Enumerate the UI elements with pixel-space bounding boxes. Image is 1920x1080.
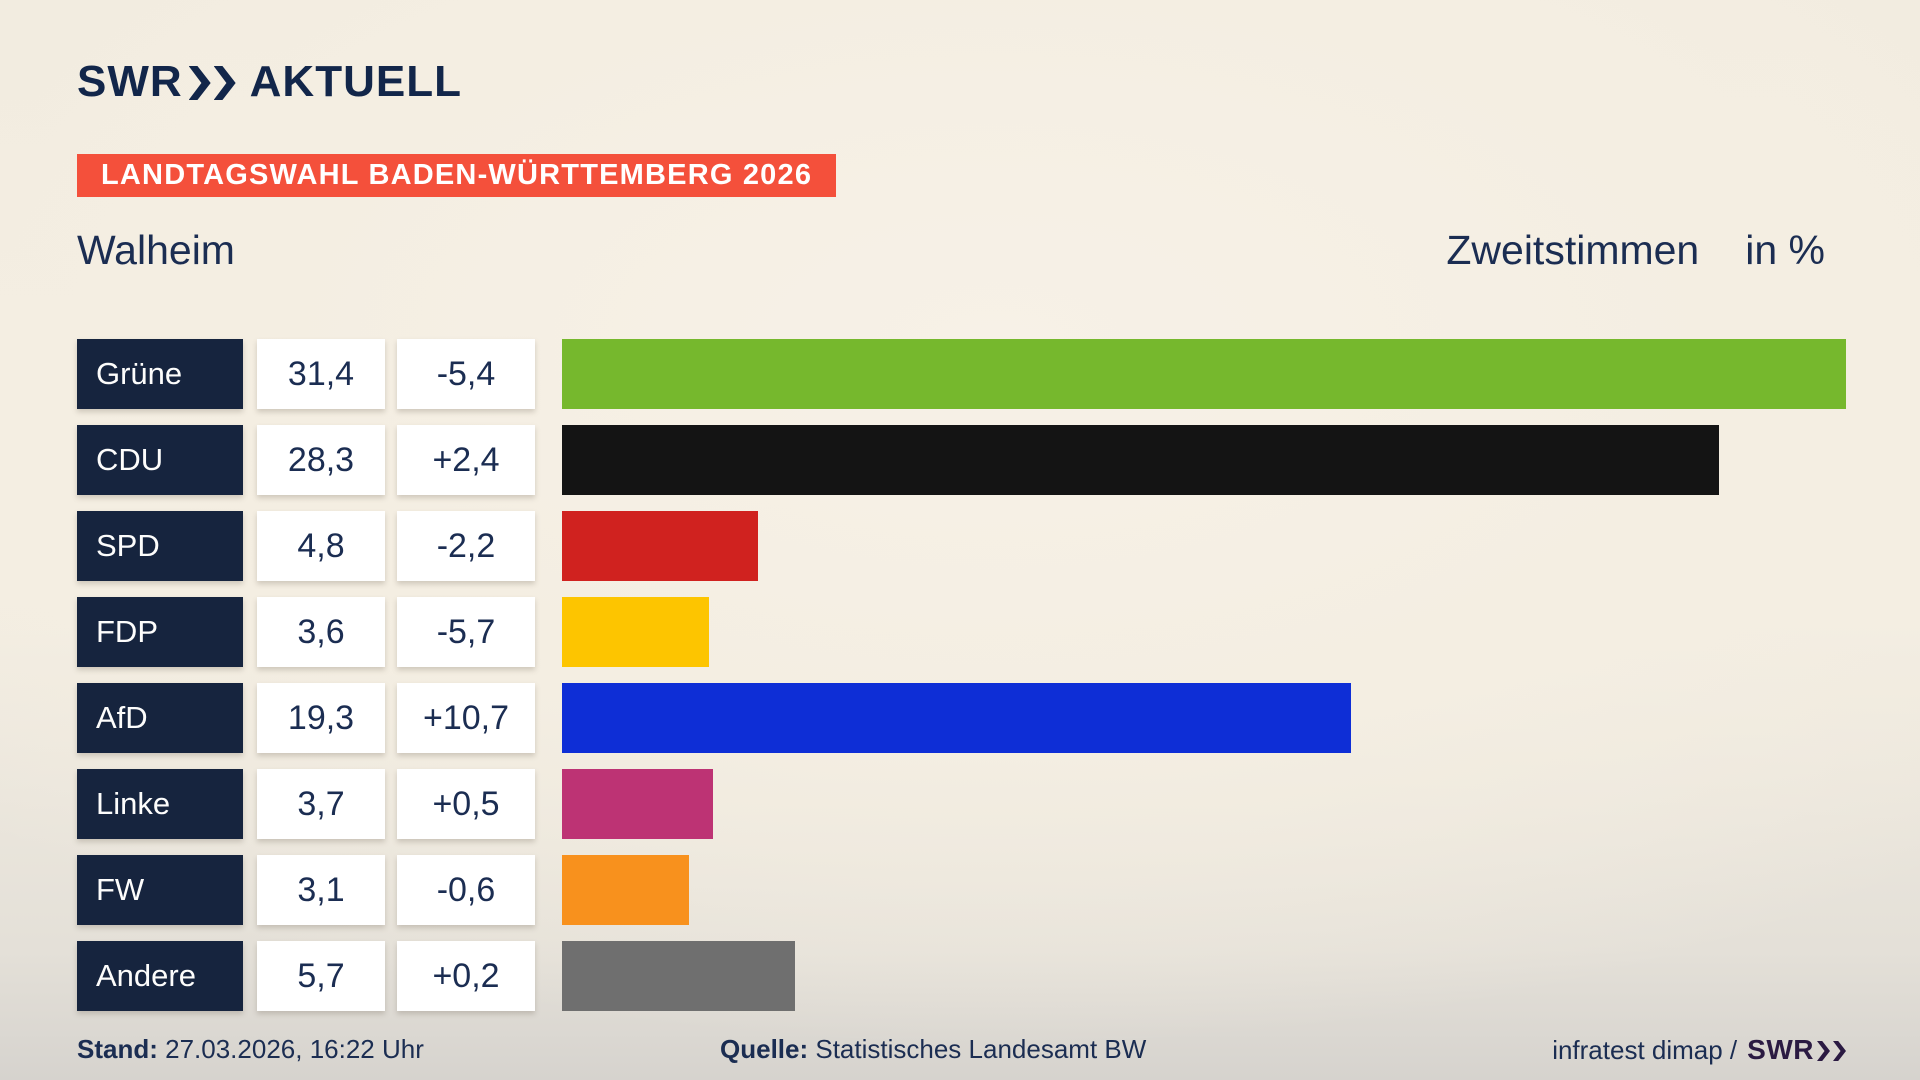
party-diff-cell: +10,7 [397, 683, 535, 753]
unit-label: in % [1745, 226, 1825, 273]
party-value: 31,4 [287, 354, 355, 393]
result-bar [562, 855, 689, 925]
election-banner: LANDTAGSWAHL BADEN-WÜRTTEMBERG 2026 [77, 154, 837, 197]
party-diff: +10,7 [422, 698, 510, 737]
party-row: FDP 3,6 -5,7 [77, 597, 1846, 667]
party-value: 4,8 [297, 526, 345, 565]
logo-brand-text: SWR [77, 57, 183, 106]
result-bar [562, 941, 796, 1011]
party-row: SPD 4,8 -2,2 [77, 511, 1846, 581]
party-name-cell: SPD [77, 511, 243, 581]
party-name-cell: FW [77, 855, 243, 925]
party-name: CDU [96, 442, 164, 477]
party-diff: -5,7 [436, 612, 496, 651]
credit-text: infratest dimap / [1552, 1034, 1738, 1065]
party-row: CDU 28,3 +2,4 [77, 425, 1846, 495]
bar-track [562, 941, 1846, 1011]
party-diff-cell: -5,4 [397, 339, 535, 409]
party-diff-cell: -2,2 [397, 511, 535, 581]
party-row: Andere 5,7 +0,2 [77, 941, 1846, 1011]
result-bar [562, 683, 1352, 753]
result-bar [562, 339, 1846, 409]
vote-type-title: Zweitstimmen in % [1446, 227, 1825, 274]
swr-aktuell-logo: SWR AKTUELL [77, 57, 462, 107]
results-bar-chart: Grüne 31,4 -5,4 CDU 28,3 +2,4 [77, 339, 1846, 1011]
party-value-cell: 3,6 [257, 597, 385, 667]
party-diff: -5,4 [436, 354, 496, 393]
party-value-cell: 4,8 [257, 511, 385, 581]
party-name: Linke [96, 786, 171, 821]
stand-timestamp: Stand: 27.03.2026, 16:22 Uhr [77, 1034, 424, 1065]
party-diff: +0,5 [432, 784, 500, 823]
party-name-cell: CDU [77, 425, 243, 495]
credit-brand-text: SWR [1747, 1034, 1814, 1065]
double-chevron-icon [1817, 1039, 1846, 1061]
source-note: Quelle: Statistisches Landesamt BW [720, 1034, 1146, 1065]
bar-track [562, 339, 1846, 409]
party-name-cell: AfD [77, 683, 243, 753]
result-bar [562, 425, 1720, 495]
result-bar [562, 511, 759, 581]
party-value-cell: 3,1 [257, 855, 385, 925]
source-label: Quelle: [720, 1034, 809, 1064]
party-value: 3,6 [297, 612, 345, 651]
party-diff-cell: -0,6 [397, 855, 535, 925]
vote-type-label: Zweitstimmen [1446, 226, 1700, 273]
party-row: AfD 19,3 +10,7 [77, 683, 1846, 753]
party-row: Linke 3,7 +0,5 [77, 769, 1846, 839]
credit-note: infratest dimap / SWR [1552, 1034, 1846, 1066]
party-diff: -0,6 [436, 870, 496, 909]
party-value: 3,7 [297, 784, 345, 823]
party-diff: +2,4 [432, 440, 500, 479]
party-name-cell: Andere [77, 941, 243, 1011]
party-name: Andere [96, 958, 196, 993]
result-bar [562, 597, 710, 667]
party-row: Grüne 31,4 -5,4 [77, 339, 1846, 409]
double-chevron-icon [188, 66, 236, 100]
party-row: FW 3,1 -0,6 [77, 855, 1846, 925]
party-diff-cell: +2,4 [397, 425, 535, 495]
party-diff-cell: -5,7 [397, 597, 535, 667]
party-name-cell: Grüne [77, 339, 243, 409]
result-bar [562, 769, 714, 839]
stand-value: 27.03.2026, 16:22 Uhr [157, 1034, 424, 1064]
source-value: Statistisches Landesamt BW [808, 1034, 1147, 1064]
bar-track [562, 425, 1846, 495]
election-banner-text: LANDTAGSWAHL BADEN-WÜRTTEMBERG 2026 [101, 159, 813, 191]
party-name-cell: Linke [77, 769, 243, 839]
party-name: AfD [96, 700, 148, 735]
stand-label: Stand: [77, 1034, 158, 1064]
footer: Stand: 27.03.2026, 16:22 Uhr Quelle: Sta… [0, 1030, 1920, 1072]
bar-track [562, 511, 1846, 581]
party-value: 28,3 [287, 440, 355, 479]
party-name: Grüne [96, 356, 183, 391]
party-name: FDP [96, 614, 158, 649]
bar-track [562, 597, 1846, 667]
municipality-title: Walheim [77, 226, 235, 273]
party-value-cell: 28,3 [257, 425, 385, 495]
party-diff: +0,2 [432, 956, 500, 995]
party-diff: -2,2 [436, 526, 496, 565]
bar-track [562, 683, 1846, 753]
bar-track [562, 855, 1846, 925]
party-diff-cell: +0,5 [397, 769, 535, 839]
party-name: FW [96, 872, 145, 907]
party-value: 5,7 [297, 956, 345, 995]
party-name-cell: FDP [77, 597, 243, 667]
party-value-cell: 5,7 [257, 941, 385, 1011]
party-name: SPD [96, 528, 160, 563]
party-value: 19,3 [287, 698, 355, 737]
party-value: 3,1 [297, 870, 345, 909]
bar-track [562, 769, 1846, 839]
logo-suffix-text: AKTUELL [249, 57, 462, 106]
swr-logo-small: SWR [1747, 1034, 1846, 1066]
title-row: Walheim Zweitstimmen in % [77, 222, 1825, 278]
party-value-cell: 19,3 [257, 683, 385, 753]
party-value-cell: 3,7 [257, 769, 385, 839]
party-value-cell: 31,4 [257, 339, 385, 409]
party-diff-cell: +0,2 [397, 941, 535, 1011]
